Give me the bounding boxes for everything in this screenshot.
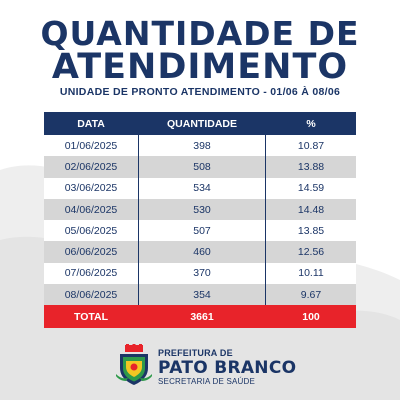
cell-percent: 10.11 [298, 267, 324, 280]
cell-date: 03/06/2025 [64, 182, 118, 195]
column-header-date: DATA [77, 117, 105, 130]
footer-prefix: PREFEITURA DE [158, 348, 233, 358]
cell-quantity: 507 [138, 220, 266, 242]
cell-percent: 12.56 [297, 246, 325, 259]
cell-date: 08/06/2025 [64, 288, 118, 301]
table-row: 03/06/2025 534 14.59 [44, 177, 356, 199]
table-row: 04/06/2025 530 14.48 [44, 198, 356, 221]
cell-date: 01/06/2025 [64, 139, 118, 152]
cell-quantity: 370 [138, 262, 266, 285]
column-header-quantity: QUANTIDADE [167, 117, 237, 130]
total-percent: 100 [302, 310, 320, 323]
cell-date: 05/06/2025 [64, 224, 118, 237]
cell-quantity: 398 [138, 135, 266, 157]
page-title-line-2: ATENDIMENTO [51, 47, 349, 87]
table-row: 07/06/2025 370 10.11 [44, 262, 356, 285]
cell-percent: 13.88 [297, 160, 325, 173]
attendance-table: DATA QUANTIDADE % 01/06/2025 398 10.87 0… [44, 112, 356, 329]
total-quantity: 3661 [190, 310, 214, 323]
table-row: 05/06/2025 507 13.85 [44, 220, 356, 242]
table-row: 02/06/2025 508 13.88 [44, 156, 356, 178]
cell-percent: 9.67 [300, 288, 322, 301]
cell-quantity: 534 [138, 177, 266, 199]
cell-quantity: 354 [138, 284, 266, 306]
page-subtitle: UNIDADE DE PRONTO ATENDIMENTO - 01/06 À … [59, 86, 341, 98]
column-header-percent: % [306, 117, 316, 130]
table-row: 01/06/2025 398 10.87 [44, 135, 356, 157]
table-row: 06/06/2025 460 12.56 [44, 241, 356, 263]
table-row: 08/06/2025 354 9.67 [44, 284, 356, 306]
city-crest-icon [116, 344, 152, 386]
cell-percent: 14.48 [297, 203, 325, 216]
cell-date: 04/06/2025 [64, 203, 118, 216]
footer-department: SECRETARIA DE SAÚDE [158, 377, 256, 386]
cell-quantity: 530 [138, 198, 266, 221]
footer-logo: PREFEITURA DE PATO BRANCO SECRETARIA DE … [116, 344, 316, 388]
cell-date: 06/06/2025 [64, 246, 118, 259]
cell-percent: 14.59 [297, 182, 325, 195]
table-total-row: TOTAL 3661 100 [44, 305, 356, 329]
cell-quantity: 508 [138, 156, 266, 178]
cell-percent: 13.85 [297, 224, 325, 237]
cell-quantity: 460 [138, 241, 266, 263]
footer-city: PATO BRANCO [158, 358, 297, 378]
table-header: DATA QUANTIDADE % [44, 112, 356, 135]
cell-date: 02/06/2025 [64, 160, 118, 173]
cell-date: 07/06/2025 [64, 267, 118, 280]
page-title-line-1: QUANTIDADE DE [40, 14, 360, 53]
cell-percent: 10.87 [297, 139, 325, 152]
total-label: TOTAL [73, 310, 109, 323]
